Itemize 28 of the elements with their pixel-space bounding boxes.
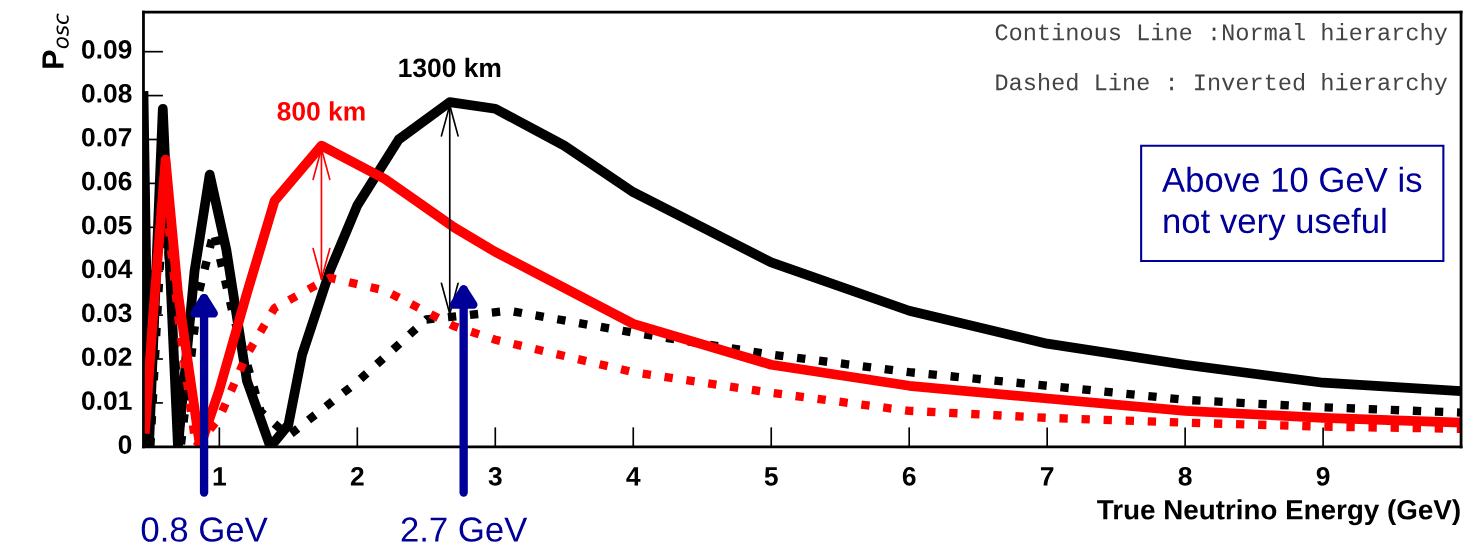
y-tick-label: 0.08 xyxy=(82,83,132,103)
y-axis-title: P$_{osc}$ xyxy=(42,13,69,68)
y-tick-label: 0.09 xyxy=(82,40,132,59)
x-tick-label: 2 xyxy=(350,466,364,486)
y-tick-label: 0.01 xyxy=(82,391,132,410)
y-tick-label: 0.02 xyxy=(82,347,132,367)
annotation: 1300 km xyxy=(399,57,501,78)
x-tick-label: 7 xyxy=(1040,467,1054,486)
x-tick-label: 1 xyxy=(213,467,226,486)
x-tick-label: 4 xyxy=(626,467,641,486)
x-tick-label: 3 xyxy=(488,466,502,486)
text: 0.8 GeV xyxy=(141,517,268,542)
annotation: Continous Line :Normal hierarchy xyxy=(995,23,1448,46)
x-tick-label: 6 xyxy=(902,466,916,486)
y-tick-label: 0.07 xyxy=(82,127,132,147)
x-tick-label: 9 xyxy=(1316,466,1330,486)
x-tick-label: 5 xyxy=(764,467,778,486)
y-tick-label: 0.03 xyxy=(82,303,132,323)
annotation: 800 km xyxy=(277,101,365,121)
y-tick-label: 0.05 xyxy=(82,215,132,235)
x-axis-title: True Neutrino Energy (GeV) xyxy=(1097,499,1460,526)
y-tick-label: 0.06 xyxy=(82,171,132,191)
x-tick-label: 8 xyxy=(1178,466,1192,486)
annotation: Above 10 GeV is not very useful xyxy=(1162,166,1422,241)
y-tick-label: 0 xyxy=(118,435,132,454)
y-tick-label: 0.04 xyxy=(82,259,133,279)
text: 2.7 GeV xyxy=(401,517,528,542)
annotation: Dashed Line : Inverted hierarchy xyxy=(996,73,1448,96)
